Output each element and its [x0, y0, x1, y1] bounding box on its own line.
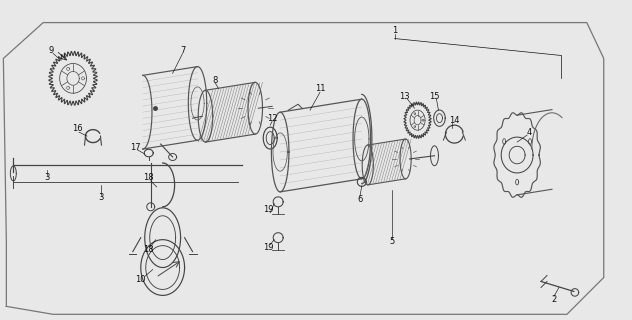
- Text: 18: 18: [143, 245, 154, 254]
- Text: 2: 2: [551, 295, 557, 304]
- Text: 9: 9: [49, 46, 54, 55]
- Text: 15: 15: [429, 92, 440, 101]
- Text: 13: 13: [399, 92, 410, 101]
- Text: 17: 17: [130, 142, 141, 152]
- Text: 11: 11: [315, 84, 325, 93]
- Text: 7: 7: [180, 46, 185, 55]
- Text: 16: 16: [71, 124, 82, 132]
- Text: 1: 1: [392, 26, 398, 35]
- Text: 3: 3: [98, 193, 104, 202]
- Text: 19: 19: [263, 243, 274, 252]
- Text: 8: 8: [213, 76, 218, 85]
- Text: 6: 6: [357, 195, 363, 204]
- Text: 18: 18: [143, 173, 154, 182]
- Text: 14: 14: [449, 116, 459, 125]
- Text: 5: 5: [389, 237, 394, 246]
- Text: 19: 19: [263, 205, 274, 214]
- Text: 3: 3: [44, 173, 50, 182]
- Text: 12: 12: [267, 114, 277, 123]
- Text: 4: 4: [526, 128, 532, 137]
- Text: 10: 10: [135, 275, 146, 284]
